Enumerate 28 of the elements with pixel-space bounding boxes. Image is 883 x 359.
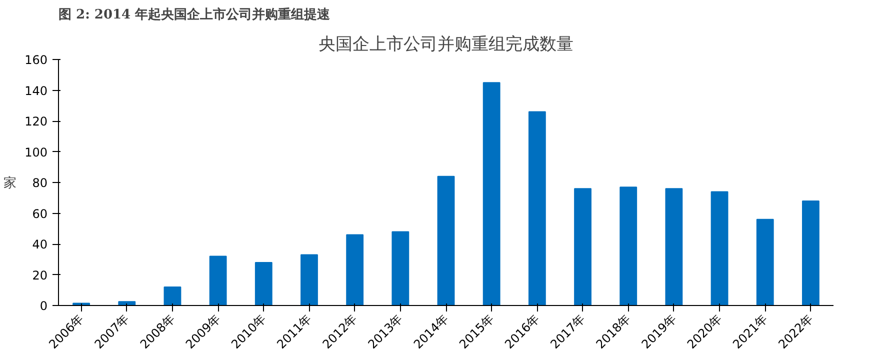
y-tick-label: 160 <box>24 53 48 67</box>
y-tick-label: 120 <box>24 114 48 128</box>
bar <box>710 191 728 306</box>
y-tick-label: 20 <box>32 268 48 282</box>
bar <box>620 186 638 306</box>
bar <box>164 286 182 306</box>
bar <box>756 218 774 306</box>
y-tick-label: 80 <box>32 176 48 190</box>
bar <box>118 301 136 306</box>
bar <box>254 262 272 306</box>
bar <box>346 234 364 306</box>
bar <box>574 188 592 306</box>
bar <box>392 231 410 306</box>
y-tick-label: 60 <box>32 206 48 221</box>
chart-title: 图 2: 2014 年起央国企上市公司并购重组提速 <box>58 6 332 22</box>
y-tick-label: 140 <box>24 84 48 98</box>
bar <box>665 188 683 306</box>
y-axis-title: 家 <box>4 175 17 190</box>
bar <box>482 82 500 306</box>
bar <box>300 254 318 306</box>
chart-subtitle: 央国企上市公司并购重组完成数量 <box>318 34 574 54</box>
bar <box>209 256 227 306</box>
bar <box>528 111 546 306</box>
y-tick-label: 100 <box>24 145 48 160</box>
bar <box>802 200 820 306</box>
y-tick-label: 40 <box>32 238 48 252</box>
bar <box>437 176 455 306</box>
y-tick-label: 0 <box>40 299 48 313</box>
